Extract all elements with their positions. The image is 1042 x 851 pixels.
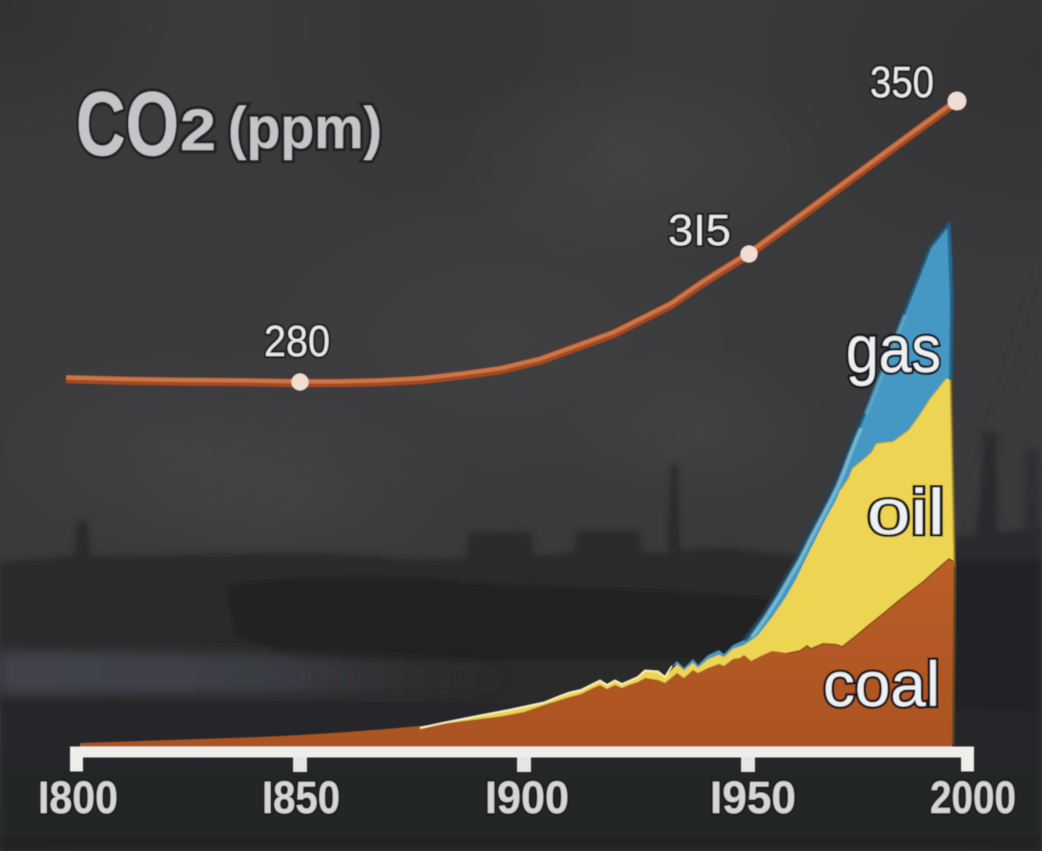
svg-text:oil: oil (867, 476, 945, 548)
svg-text:3I5: 3I5 (668, 206, 731, 255)
svg-text:280: 280 (264, 317, 330, 366)
svg-text:2: 2 (180, 98, 216, 163)
svg-text:350: 350 (870, 58, 934, 107)
svg-text:coal: coal (823, 650, 940, 720)
svg-text:I800: I800 (38, 772, 118, 823)
svg-text:I950: I950 (710, 772, 796, 823)
svg-text:I850: I850 (262, 772, 340, 823)
svg-text:gas: gas (846, 312, 941, 387)
svg-text:I900: I900 (485, 772, 569, 823)
svg-text:2000: 2000 (930, 772, 1016, 823)
svg-text:CO: CO (76, 74, 179, 175)
svg-text:(ppm): (ppm) (228, 96, 382, 161)
